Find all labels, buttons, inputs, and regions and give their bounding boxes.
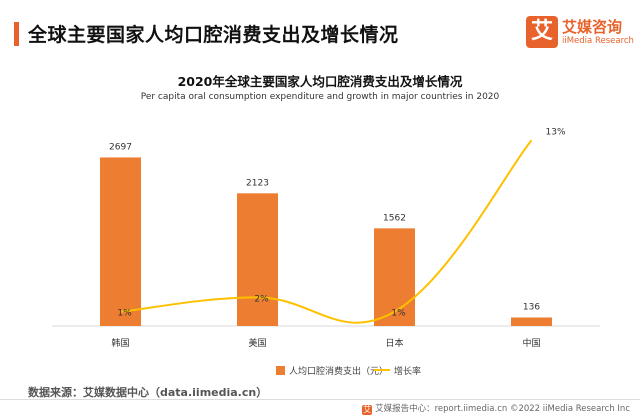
growth-value-label: 2% [254, 294, 269, 304]
bars-layer [52, 157, 600, 327]
growth-line-layer [120, 139, 533, 324]
bar-中国 [511, 317, 552, 326]
chart-subtitle: Per capita oral consumption expenditure … [140, 92, 500, 102]
brand-logo: 艾 艾媒咨询 iiMedia Research [526, 16, 634, 50]
page-title: 全球主要国家人均口腔消费支出及增长情况 [28, 24, 399, 46]
bar-value-label: 2123 [246, 178, 269, 188]
bar-value-label: 1562 [383, 213, 406, 223]
x-tick-label: 日本 [385, 337, 403, 349]
growth-rate-line [120, 139, 533, 324]
labels-layer: 2697 韩国 2123 美国 1562 日本 136 中国 1% 2% 1% 13% [109, 127, 566, 349]
legend-label-growth: 增长率 [394, 367, 422, 377]
growth-value-label: 1% [391, 309, 406, 319]
footer-credit-text: 艾媒报告中心：report.iimedia.cn ©2022 iiMedia R… [375, 404, 630, 414]
brand-name-en: iiMedia Research [562, 36, 634, 46]
bar-value-label: 2697 [109, 142, 132, 152]
legend-swatch-line [374, 369, 390, 371]
x-tick-label: 美国 [248, 337, 266, 349]
chart-title: 2020年全球主要国家人均口腔消费支出及增长情况 [177, 74, 463, 89]
x-tick-label: 中国 [522, 337, 540, 349]
bar-美国 [237, 193, 278, 326]
brand-logo-icon: 艾 [526, 16, 558, 48]
x-tick-label: 韩国 [111, 337, 129, 349]
legend-swatch-bar [276, 366, 285, 375]
bar-韩国 [100, 157, 141, 326]
title-accent-bar [14, 22, 19, 46]
legend-item-growth: 增长率 [374, 364, 421, 377]
footer-credit: 艾艾媒报告中心：report.iimedia.cn ©2022 iiMedia … [362, 402, 630, 415]
footer-divider [0, 399, 640, 400]
bar-日本 [374, 228, 415, 326]
growth-value-label: 13% [546, 127, 566, 137]
bar-value-label: 136 [523, 303, 540, 313]
legend-label-expenditure: 人均口腔消费支出（元） [289, 367, 389, 377]
growth-value-label: 1% [117, 309, 132, 319]
data-source: 数据来源：艾媒数据中心（data.iimedia.cn） [28, 386, 268, 399]
brand-name-cn: 艾媒咨询 [562, 18, 623, 36]
footer-brand-icon: 艾 [362, 405, 373, 415]
legend-item-expenditure: 人均口腔消费支出（元） [276, 364, 388, 377]
